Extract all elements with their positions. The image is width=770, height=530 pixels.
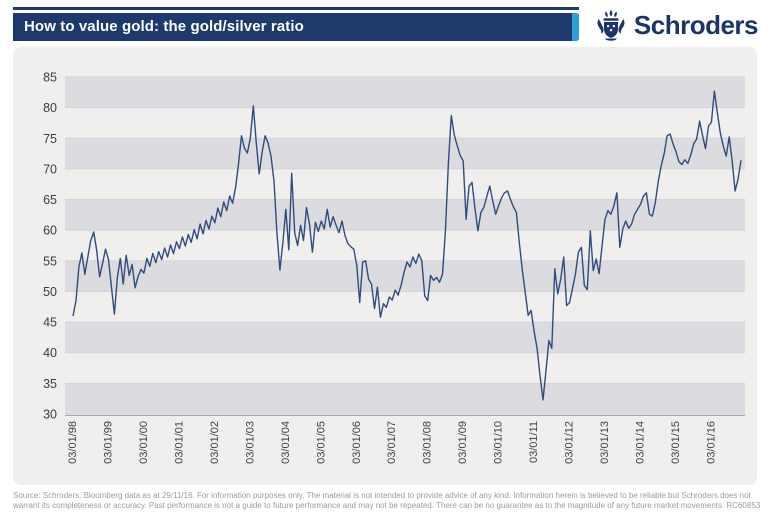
y-tick-label: 40 [43,346,57,360]
y-tick-label: 85 [43,71,57,85]
page-title: How to value gold: the gold/silver ratio [24,18,304,35]
x-tick-label: 03/01/03 [244,421,256,464]
x-tick-label: 03/01/14 [635,421,647,464]
x-tick-label: 03/01/99 [102,421,114,464]
x-tick-label: 03/01/10 [493,421,505,464]
x-tick-label: 03/01/02 [209,421,221,464]
ratio-line-series [72,90,742,401]
y-tick-label: 75 [43,132,57,146]
y-tick-label: 80 [43,101,57,115]
y-tick-label: 60 [43,224,57,238]
x-tick-label: 03/01/13 [599,421,611,464]
title-bar-accent [572,13,579,41]
x-tick-label: 03/01/12 [564,421,576,464]
y-tick-label: 65 [43,193,57,207]
disclaimer-line-2: warrant its completeness or accuracy. Pa… [13,500,761,510]
x-tick-label: 03/01/09 [457,421,469,464]
plot-band [65,383,745,414]
x-tick-label: 03/01/15 [670,421,682,464]
plot-band [65,199,745,231]
y-tick-label: 55 [43,254,57,268]
x-tick-label: 03/01/05 [315,421,327,464]
x-tick-label: 03/01/00 [138,421,150,464]
plot-band [65,77,745,108]
plot-band [65,322,745,353]
x-tick-label: 03/01/16 [705,421,717,464]
x-tick-label: 03/01/01 [173,421,185,464]
x-tick-label: 03/01/04 [280,421,292,464]
x-tick-label: 03/01/08 [422,421,434,464]
plot-band [65,138,745,169]
x-tick-label: 03/01/06 [351,421,363,464]
disclaimer-line-1: Source: Schroders. Bloomberg data as at … [13,491,751,500]
x-tick-label: 03/01/98 [67,421,79,464]
chart-panel: 85 80 75 70 65 60 55 50 45 40 35 30 03/01/98 03/01/99… [13,47,757,485]
y-tick-label: 35 [43,377,57,391]
schroders-crest-icon [597,10,625,41]
y-tick-label: 30 [43,408,57,422]
source-disclaimer: Source: Schroders. Bloomberg data as at … [13,491,761,510]
y-tick-label: 50 [43,285,57,299]
x-tick-label: 03/01/11 [528,421,540,463]
title-bar: How to value gold: the gold/silver ratio [13,13,579,41]
y-tick-label: 70 [43,162,57,176]
brand-wordmark: Schroders [633,10,759,40]
chart-svg: 85 80 75 70 65 60 55 50 45 40 35 30 03/01/98 03/01/99… [43,71,745,464]
plot-band [65,260,745,292]
schroders-logo: Schroders [595,8,759,42]
x-tick-label: 03/01/07 [386,421,398,464]
y-tick-label: 45 [43,316,57,330]
header-top-rule [13,7,579,10]
